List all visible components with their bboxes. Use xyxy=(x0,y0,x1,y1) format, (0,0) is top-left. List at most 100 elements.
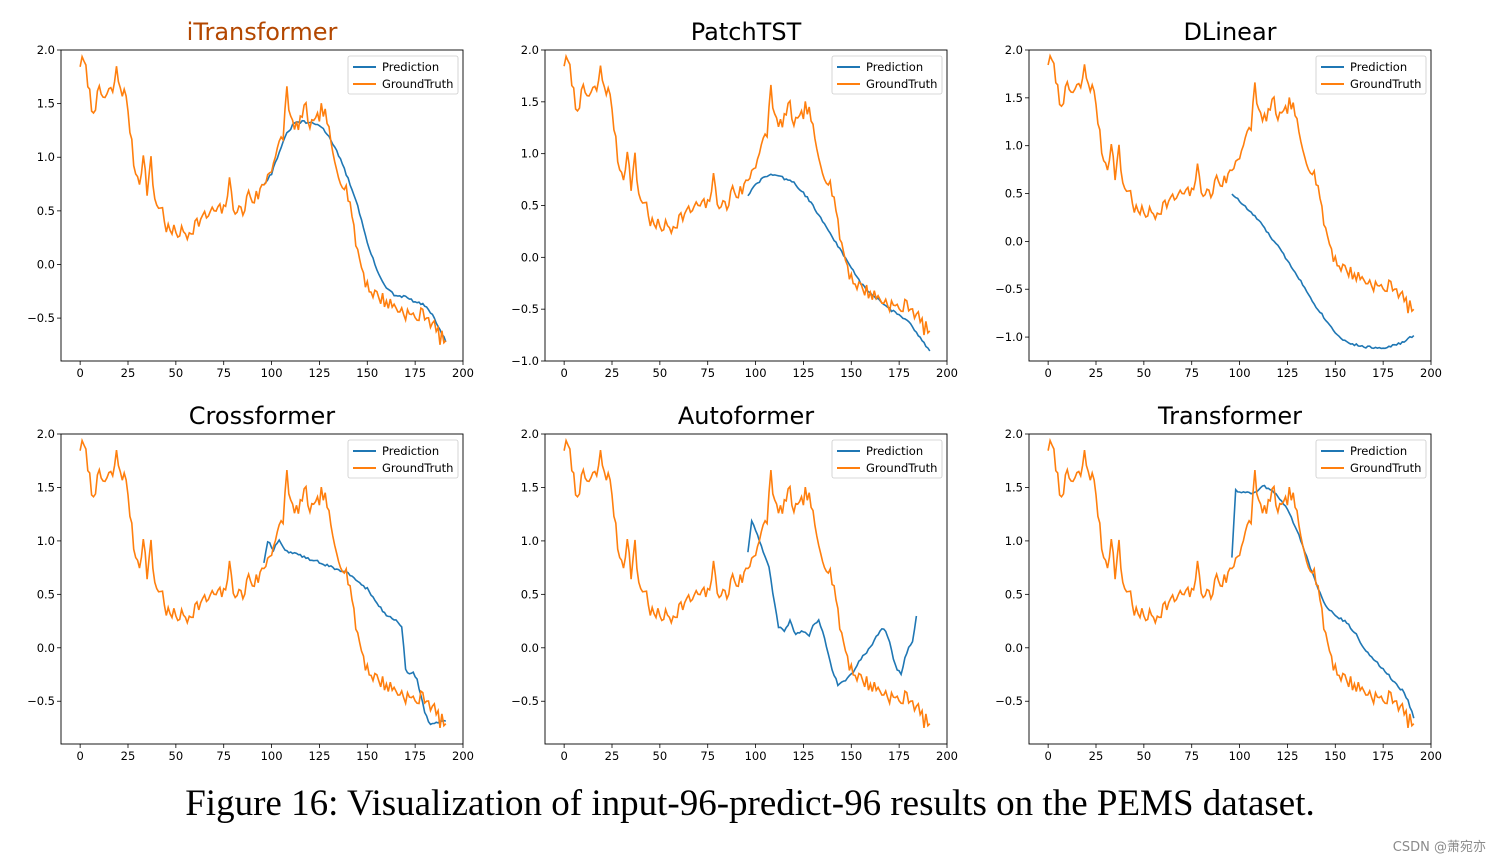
x-tick-label: 25 xyxy=(121,366,136,380)
prediction-line xyxy=(747,173,931,352)
x-tick-label: 125 xyxy=(1276,749,1298,763)
chart-panel: iTransformer 0 25 50 75 100 125 150 175 200 2.0 1.5… xyxy=(27,18,474,380)
x-tick-label: 25 xyxy=(121,749,136,763)
x-tick-label: 175 xyxy=(888,749,910,763)
y-tick-label: 0.5 xyxy=(37,204,55,218)
y-tick-label: −0.5 xyxy=(27,311,55,325)
x-tick-label: 100 xyxy=(261,366,283,380)
legend-label: GroundTruth xyxy=(1350,461,1421,475)
x-tick-label: 200 xyxy=(1420,749,1442,763)
x-tick-label: 175 xyxy=(888,366,910,380)
y-tick-label: 1.0 xyxy=(1005,139,1023,153)
y-tick-label: −0.5 xyxy=(995,694,1023,708)
x-tick-label: 200 xyxy=(452,749,474,763)
y-tick-label: 0.0 xyxy=(37,257,55,271)
figure-grid: iTransformer 0 25 50 75 100 125 150 175 200 2.0 1.5… xyxy=(27,18,1442,763)
x-tick-label: 0 xyxy=(1044,366,1051,380)
y-tick-label: 1.0 xyxy=(521,147,539,161)
y-tick-label: 2.0 xyxy=(521,427,539,441)
x-tick-label: 150 xyxy=(840,366,862,380)
x-tick-label: 100 xyxy=(261,749,283,763)
x-tick-label: 50 xyxy=(1137,366,1152,380)
prediction-line xyxy=(747,518,918,688)
x-tick-label: 100 xyxy=(1229,749,1251,763)
chart-panel: DLinear 0 25 50 75 100 125 150 175 200 2.0 1.5 1.0 0.… xyxy=(995,18,1442,380)
x-tick-label: 175 xyxy=(404,749,426,763)
x-tick-label: 0 xyxy=(76,749,83,763)
watermark: CSDN @萧宛亦 xyxy=(1392,840,1486,855)
x-tick-label: 75 xyxy=(216,749,231,763)
x-tick-label: 125 xyxy=(308,366,330,380)
legend-label: GroundTruth xyxy=(382,461,453,475)
chart-panel: Crossformer 0 25 50 75 100 125 150 175 200 2.0 1.5 1… xyxy=(27,402,474,763)
x-tick-label: 25 xyxy=(1089,366,1104,380)
x-tick-label: 125 xyxy=(792,749,814,763)
x-tick-label: 50 xyxy=(653,749,668,763)
y-tick-label: 1.0 xyxy=(521,534,539,548)
x-tick-label: 25 xyxy=(605,366,620,380)
prediction-line xyxy=(263,119,447,343)
y-tick-label: 1.0 xyxy=(37,534,55,548)
y-tick-label: −0.5 xyxy=(511,302,539,316)
legend-label: Prediction xyxy=(1350,60,1407,74)
chart-title: Autoformer xyxy=(678,402,814,430)
x-tick-label: 75 xyxy=(1184,749,1199,763)
y-tick-label: 2.0 xyxy=(521,43,539,57)
y-tick-label: 1.0 xyxy=(1005,534,1023,548)
x-tick-label: 150 xyxy=(1324,366,1346,380)
axes-frame xyxy=(60,49,464,362)
x-tick-label: 200 xyxy=(452,366,474,380)
chart-panel: Autoformer 0 25 50 75 100 125 150 175 200 2.0 1.5 1.… xyxy=(511,402,958,763)
legend-label: GroundTruth xyxy=(866,77,937,91)
x-tick-label: 150 xyxy=(356,366,378,380)
legend-label: Prediction xyxy=(866,444,923,458)
x-tick-label: 75 xyxy=(700,366,715,380)
x-tick-label: 200 xyxy=(936,366,958,380)
x-tick-label: 0 xyxy=(76,366,83,380)
x-tick-label: 75 xyxy=(700,749,715,763)
y-tick-label: 0.5 xyxy=(1005,587,1023,601)
x-tick-label: 175 xyxy=(404,366,426,380)
y-tick-label: 0.0 xyxy=(521,250,539,264)
y-tick-label: 2.0 xyxy=(1005,43,1023,57)
x-tick-label: 125 xyxy=(308,749,330,763)
chart-panel: PatchTST 0 25 50 75 100 125 150 175 200 2.0 1.5 1.0 0… xyxy=(511,18,958,380)
y-tick-label: 0.5 xyxy=(37,587,55,601)
y-tick-label: 0.5 xyxy=(1005,187,1023,201)
x-tick-label: 0 xyxy=(560,749,567,763)
groundtruth-line xyxy=(1047,437,1415,729)
y-tick-label: 0.0 xyxy=(1005,641,1023,655)
y-tick-label: 2.0 xyxy=(1005,427,1023,441)
y-tick-label: −0.5 xyxy=(27,694,55,708)
y-tick-label: −0.5 xyxy=(995,282,1023,296)
x-tick-label: 50 xyxy=(653,366,668,380)
figure-caption: Figure 16: Visualization of input-96-pre… xyxy=(185,783,1315,824)
x-tick-label: 75 xyxy=(216,366,231,380)
x-tick-label: 25 xyxy=(605,749,620,763)
y-tick-label: −0.5 xyxy=(511,694,539,708)
y-tick-label: 0.0 xyxy=(37,641,55,655)
x-tick-label: 25 xyxy=(1089,749,1104,763)
x-tick-label: 150 xyxy=(840,749,862,763)
legend-label: Prediction xyxy=(382,444,439,458)
x-tick-label: 125 xyxy=(1276,366,1298,380)
x-tick-label: 0 xyxy=(560,366,567,380)
y-tick-label: 1.5 xyxy=(37,480,55,494)
legend-label: GroundTruth xyxy=(866,461,937,475)
x-tick-label: 100 xyxy=(745,749,767,763)
y-tick-label: 2.0 xyxy=(37,43,55,57)
x-tick-label: 50 xyxy=(1137,749,1152,763)
axes-frame xyxy=(60,433,464,745)
legend-label: GroundTruth xyxy=(1350,77,1421,91)
y-tick-label: 1.5 xyxy=(1005,480,1023,494)
x-tick-label: 50 xyxy=(169,366,184,380)
legend-label: Prediction xyxy=(382,60,439,74)
y-tick-label: 0.0 xyxy=(1005,234,1023,248)
chart-title: iTransformer xyxy=(187,18,338,46)
x-tick-label: 100 xyxy=(745,366,767,380)
y-tick-label: 1.0 xyxy=(37,150,55,164)
y-tick-label: 0.5 xyxy=(521,587,539,601)
legend-label: Prediction xyxy=(866,60,923,74)
x-tick-label: 175 xyxy=(1372,749,1394,763)
y-tick-label: 1.5 xyxy=(37,97,55,111)
